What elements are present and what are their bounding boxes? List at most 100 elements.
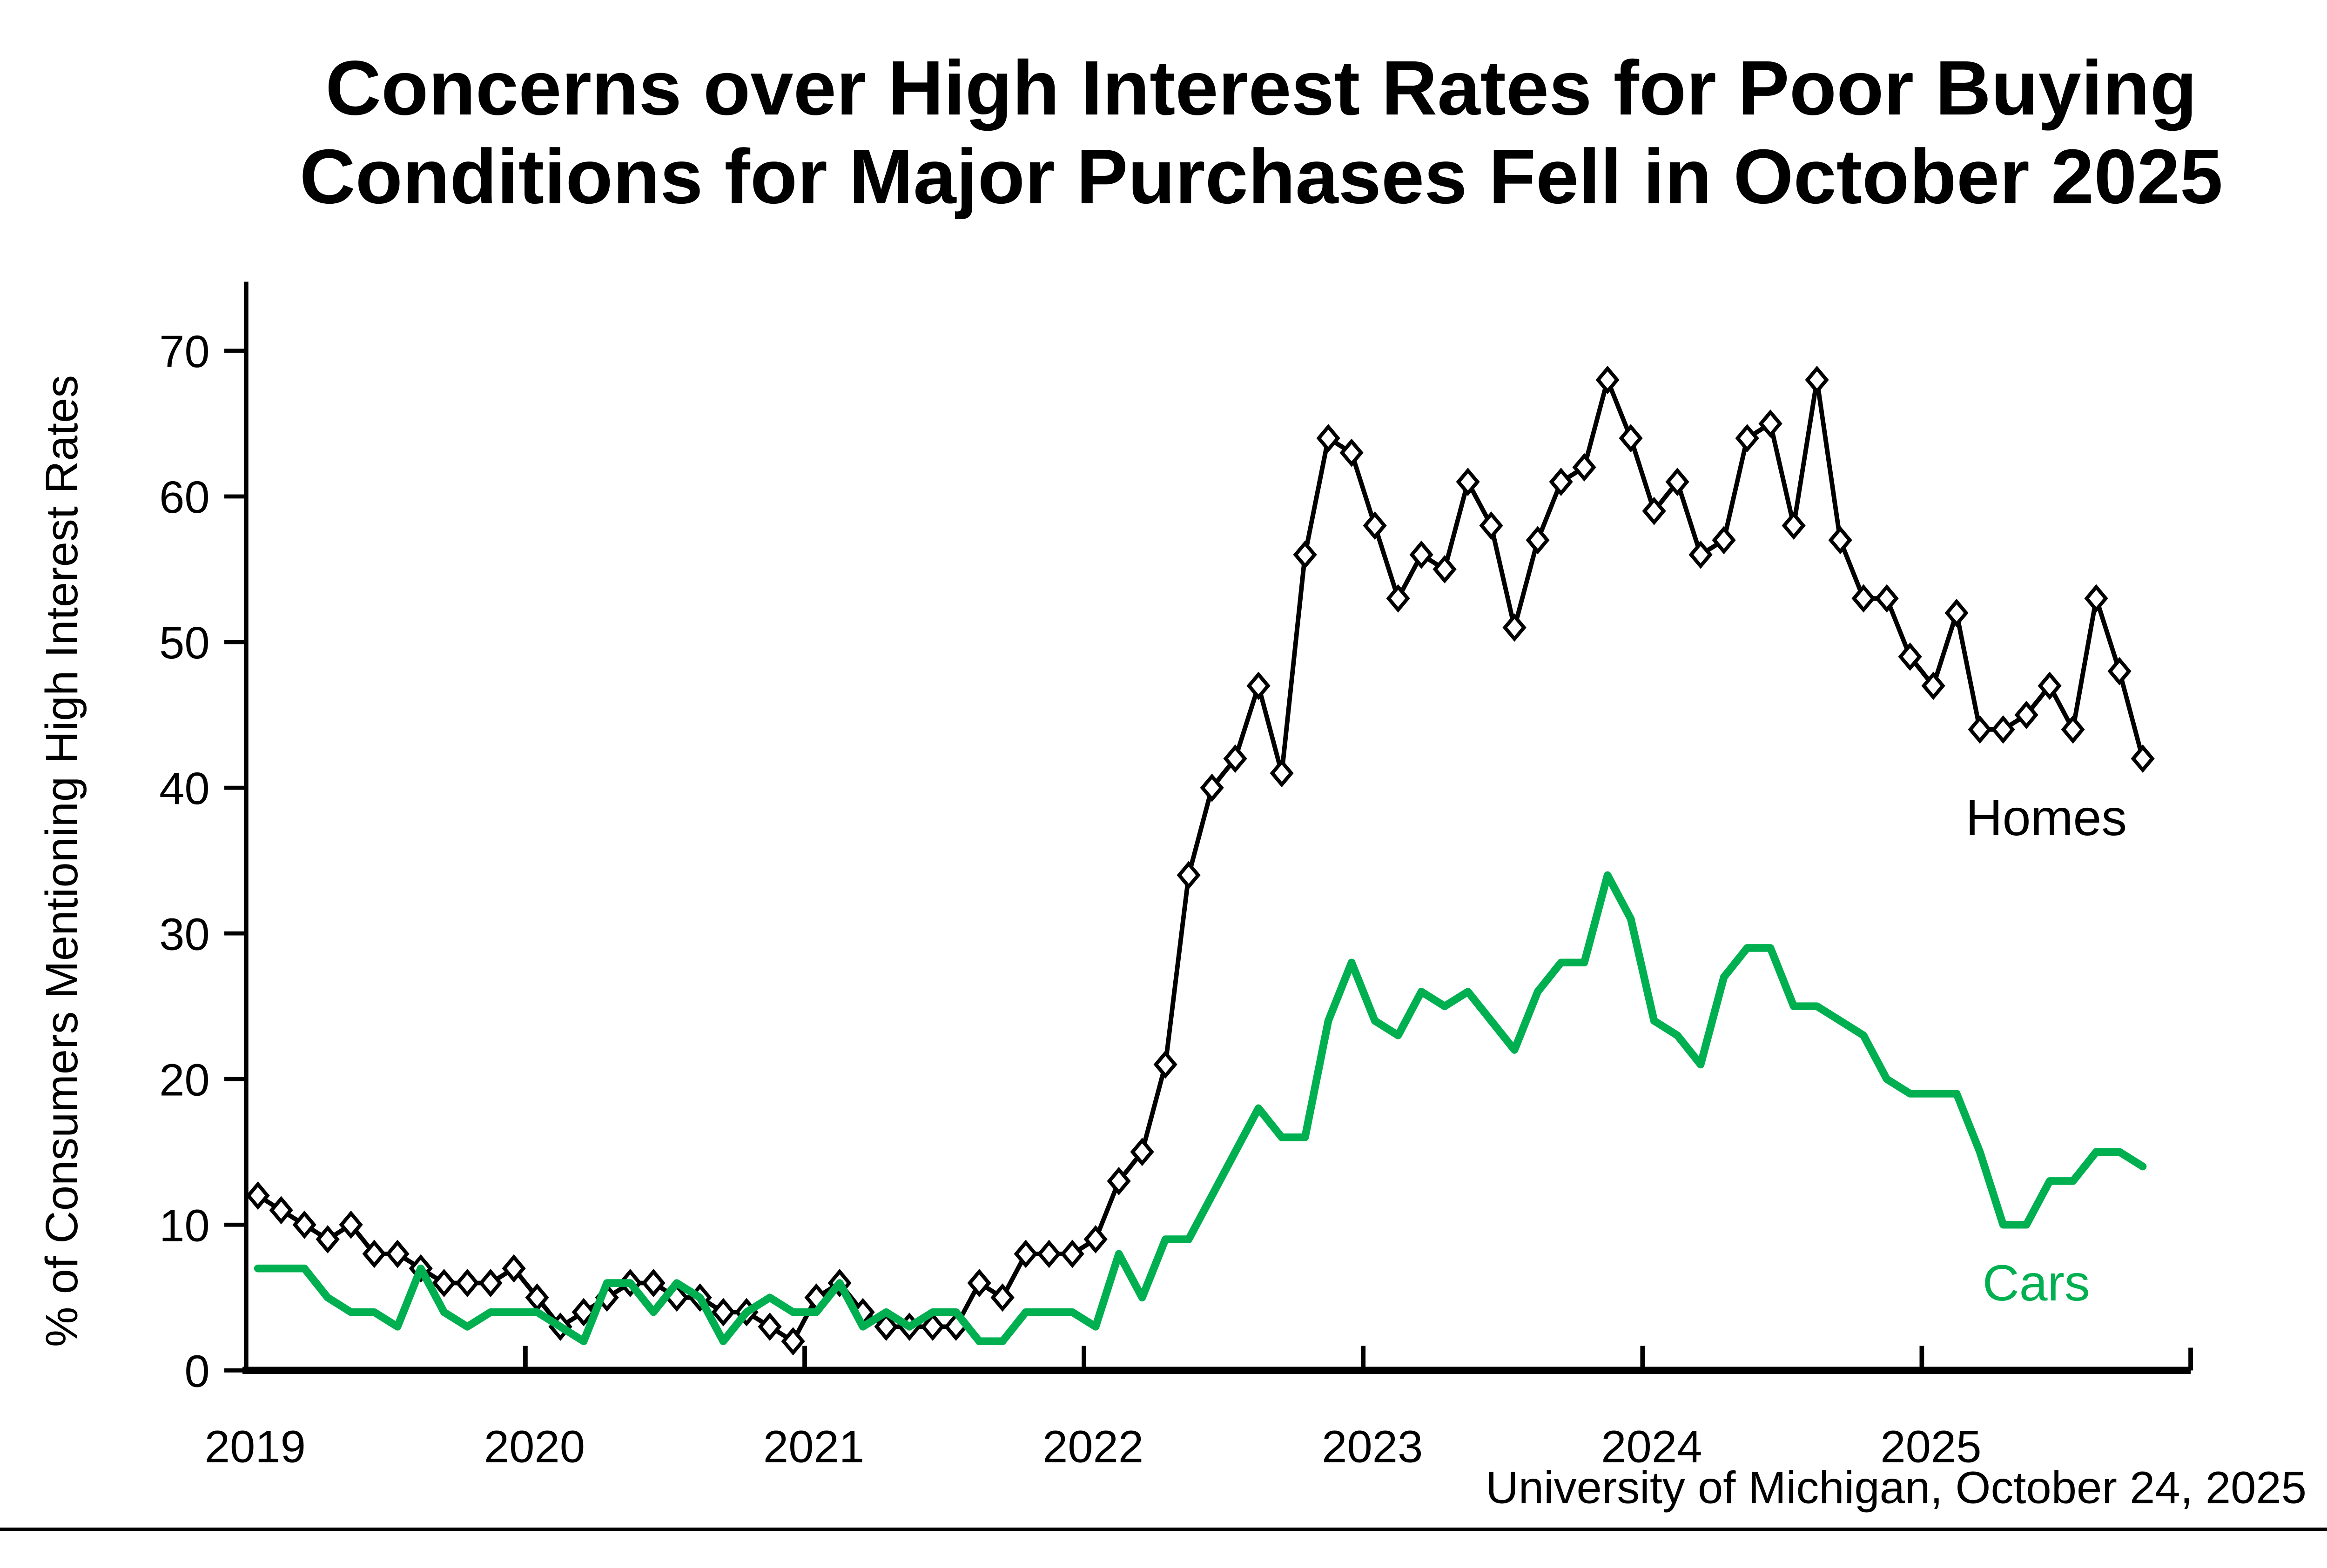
homes-marker [362, 1240, 386, 1268]
homes-marker [316, 1225, 340, 1254]
homes-marker [1270, 759, 1294, 788]
homes-marker [641, 1268, 666, 1297]
y-tick-label: 60 [159, 472, 210, 523]
homes-line [256, 377, 2145, 1344]
homes-marker [1433, 555, 1457, 583]
homes-marker [1642, 496, 1666, 525]
homes-marker [1060, 1240, 1084, 1268]
homes-marker [1688, 540, 1713, 569]
homes-marker [1898, 642, 1922, 671]
homes-marker [339, 1210, 363, 1239]
homes-marker [1246, 671, 1271, 700]
homes-marker [385, 1240, 410, 1268]
homes-marker [292, 1210, 316, 1239]
x-tick-label: 2021 [763, 1421, 864, 1472]
x-tick-label: 2025 [1880, 1421, 1981, 1472]
homes-marker [1549, 468, 1573, 496]
homes-marker [1107, 1166, 1131, 1195]
cars-line [254, 871, 2147, 1346]
homes-marker [2107, 657, 2132, 686]
homes-marker [1595, 366, 1620, 395]
homes-marker [2038, 671, 2062, 700]
axes [242, 281, 2191, 1374]
y-tick-label: 40 [159, 763, 210, 814]
x-tick-label: 2022 [1042, 1421, 1143, 1472]
homes-marker [1200, 773, 1224, 802]
homes-series [246, 366, 2155, 1356]
homes-marker [1409, 540, 1433, 569]
homes-marker [781, 1327, 805, 1356]
y-tick-label: 70 [159, 326, 210, 377]
homes-marker [967, 1268, 991, 1297]
homes-marker [1037, 1240, 1061, 1268]
homes-marker [2084, 584, 2108, 613]
bottom-border-line [0, 1528, 2327, 1532]
y-axis-title: % of Consumers Mentioning High Interest … [36, 375, 87, 1347]
homes-marker [246, 1181, 270, 1210]
homes-marker [1456, 468, 1480, 496]
homes-marker [1828, 526, 1852, 555]
source-attribution: University of Michigan, October 24, 2025 [1486, 1462, 2307, 1513]
chart-container: Concerns over High Interest Rates for Po… [0, 45, 2327, 1532]
chart-title-line1: Concerns over High Interest Rates for Po… [325, 45, 2197, 131]
homes-marker [2131, 744, 2155, 773]
homes-marker [2061, 715, 2085, 744]
homes-marker [874, 1312, 898, 1341]
homes-marker [1944, 598, 1969, 627]
homes-marker [1619, 424, 1643, 453]
homes-marker [1526, 526, 1550, 555]
homes-marker [921, 1312, 945, 1341]
homes-marker [1177, 861, 1201, 890]
homes-marker [432, 1268, 456, 1297]
homes-marker [1153, 1050, 1177, 1079]
homes-marker [1665, 468, 1689, 496]
homes-marker [1805, 366, 1829, 395]
homes-marker [1479, 511, 1503, 540]
homes-marker [1316, 424, 1340, 453]
x-tick-label: 2024 [1601, 1421, 1702, 1472]
homes-marker [990, 1283, 1015, 1312]
homes-marker [1223, 744, 1247, 773]
x-tick-label: 2019 [205, 1421, 306, 1472]
homes-marker [1386, 584, 1410, 613]
homes-marker [1130, 1138, 1154, 1166]
y-tick-label: 0 [184, 1346, 209, 1396]
x-tick-labels: 2019 2020 2021 2022 2023 2024 2025 [205, 1346, 2193, 1472]
homes-marker [1083, 1225, 1108, 1254]
homes-marker [1991, 715, 2015, 744]
y-tick-label: 50 [159, 617, 210, 668]
homes-marker [478, 1268, 503, 1297]
homes-marker [1339, 438, 1364, 467]
homes-series-label: Homes [1966, 790, 2127, 846]
homes-marker [502, 1254, 526, 1283]
x-tick-label: 2020 [484, 1421, 585, 1472]
homes-marker [1968, 715, 1992, 744]
homes-marker [758, 1312, 782, 1341]
y-tick-label: 30 [159, 909, 210, 959]
homes-marker [1712, 526, 1736, 555]
homes-marker [1875, 584, 1899, 613]
homes-marker [1293, 540, 1317, 569]
homes-marker [269, 1196, 293, 1225]
cars-series-label: Cars [1983, 1255, 2090, 1312]
homes-marker [1014, 1240, 1038, 1268]
y-tick-label: 10 [159, 1200, 210, 1251]
homes-marker [2014, 701, 2038, 730]
chart-title-line2: Conditions for Major Purchases Fell in O… [300, 134, 2223, 220]
homes-marker [1502, 613, 1527, 642]
line-chart: Concerns over High Interest Rates for Po… [0, 45, 2327, 1532]
homes-marker [1735, 424, 1759, 453]
homes-marker [1851, 584, 1876, 613]
x-tick-label: 2023 [1322, 1421, 1423, 1472]
homes-marker [1921, 671, 1945, 700]
y-tick-label: 20 [159, 1054, 210, 1105]
homes-marker [455, 1268, 479, 1297]
homes-marker [572, 1298, 596, 1327]
homes-marker [1758, 409, 1782, 438]
homes-marker [1572, 453, 1596, 482]
homes-marker [1363, 511, 1387, 540]
homes-marker [711, 1298, 735, 1327]
homes-marker [1782, 511, 1806, 540]
cars-series [254, 871, 2147, 1346]
y-tick-labels: 0 10 20 30 40 50 60 70 [159, 326, 246, 1396]
